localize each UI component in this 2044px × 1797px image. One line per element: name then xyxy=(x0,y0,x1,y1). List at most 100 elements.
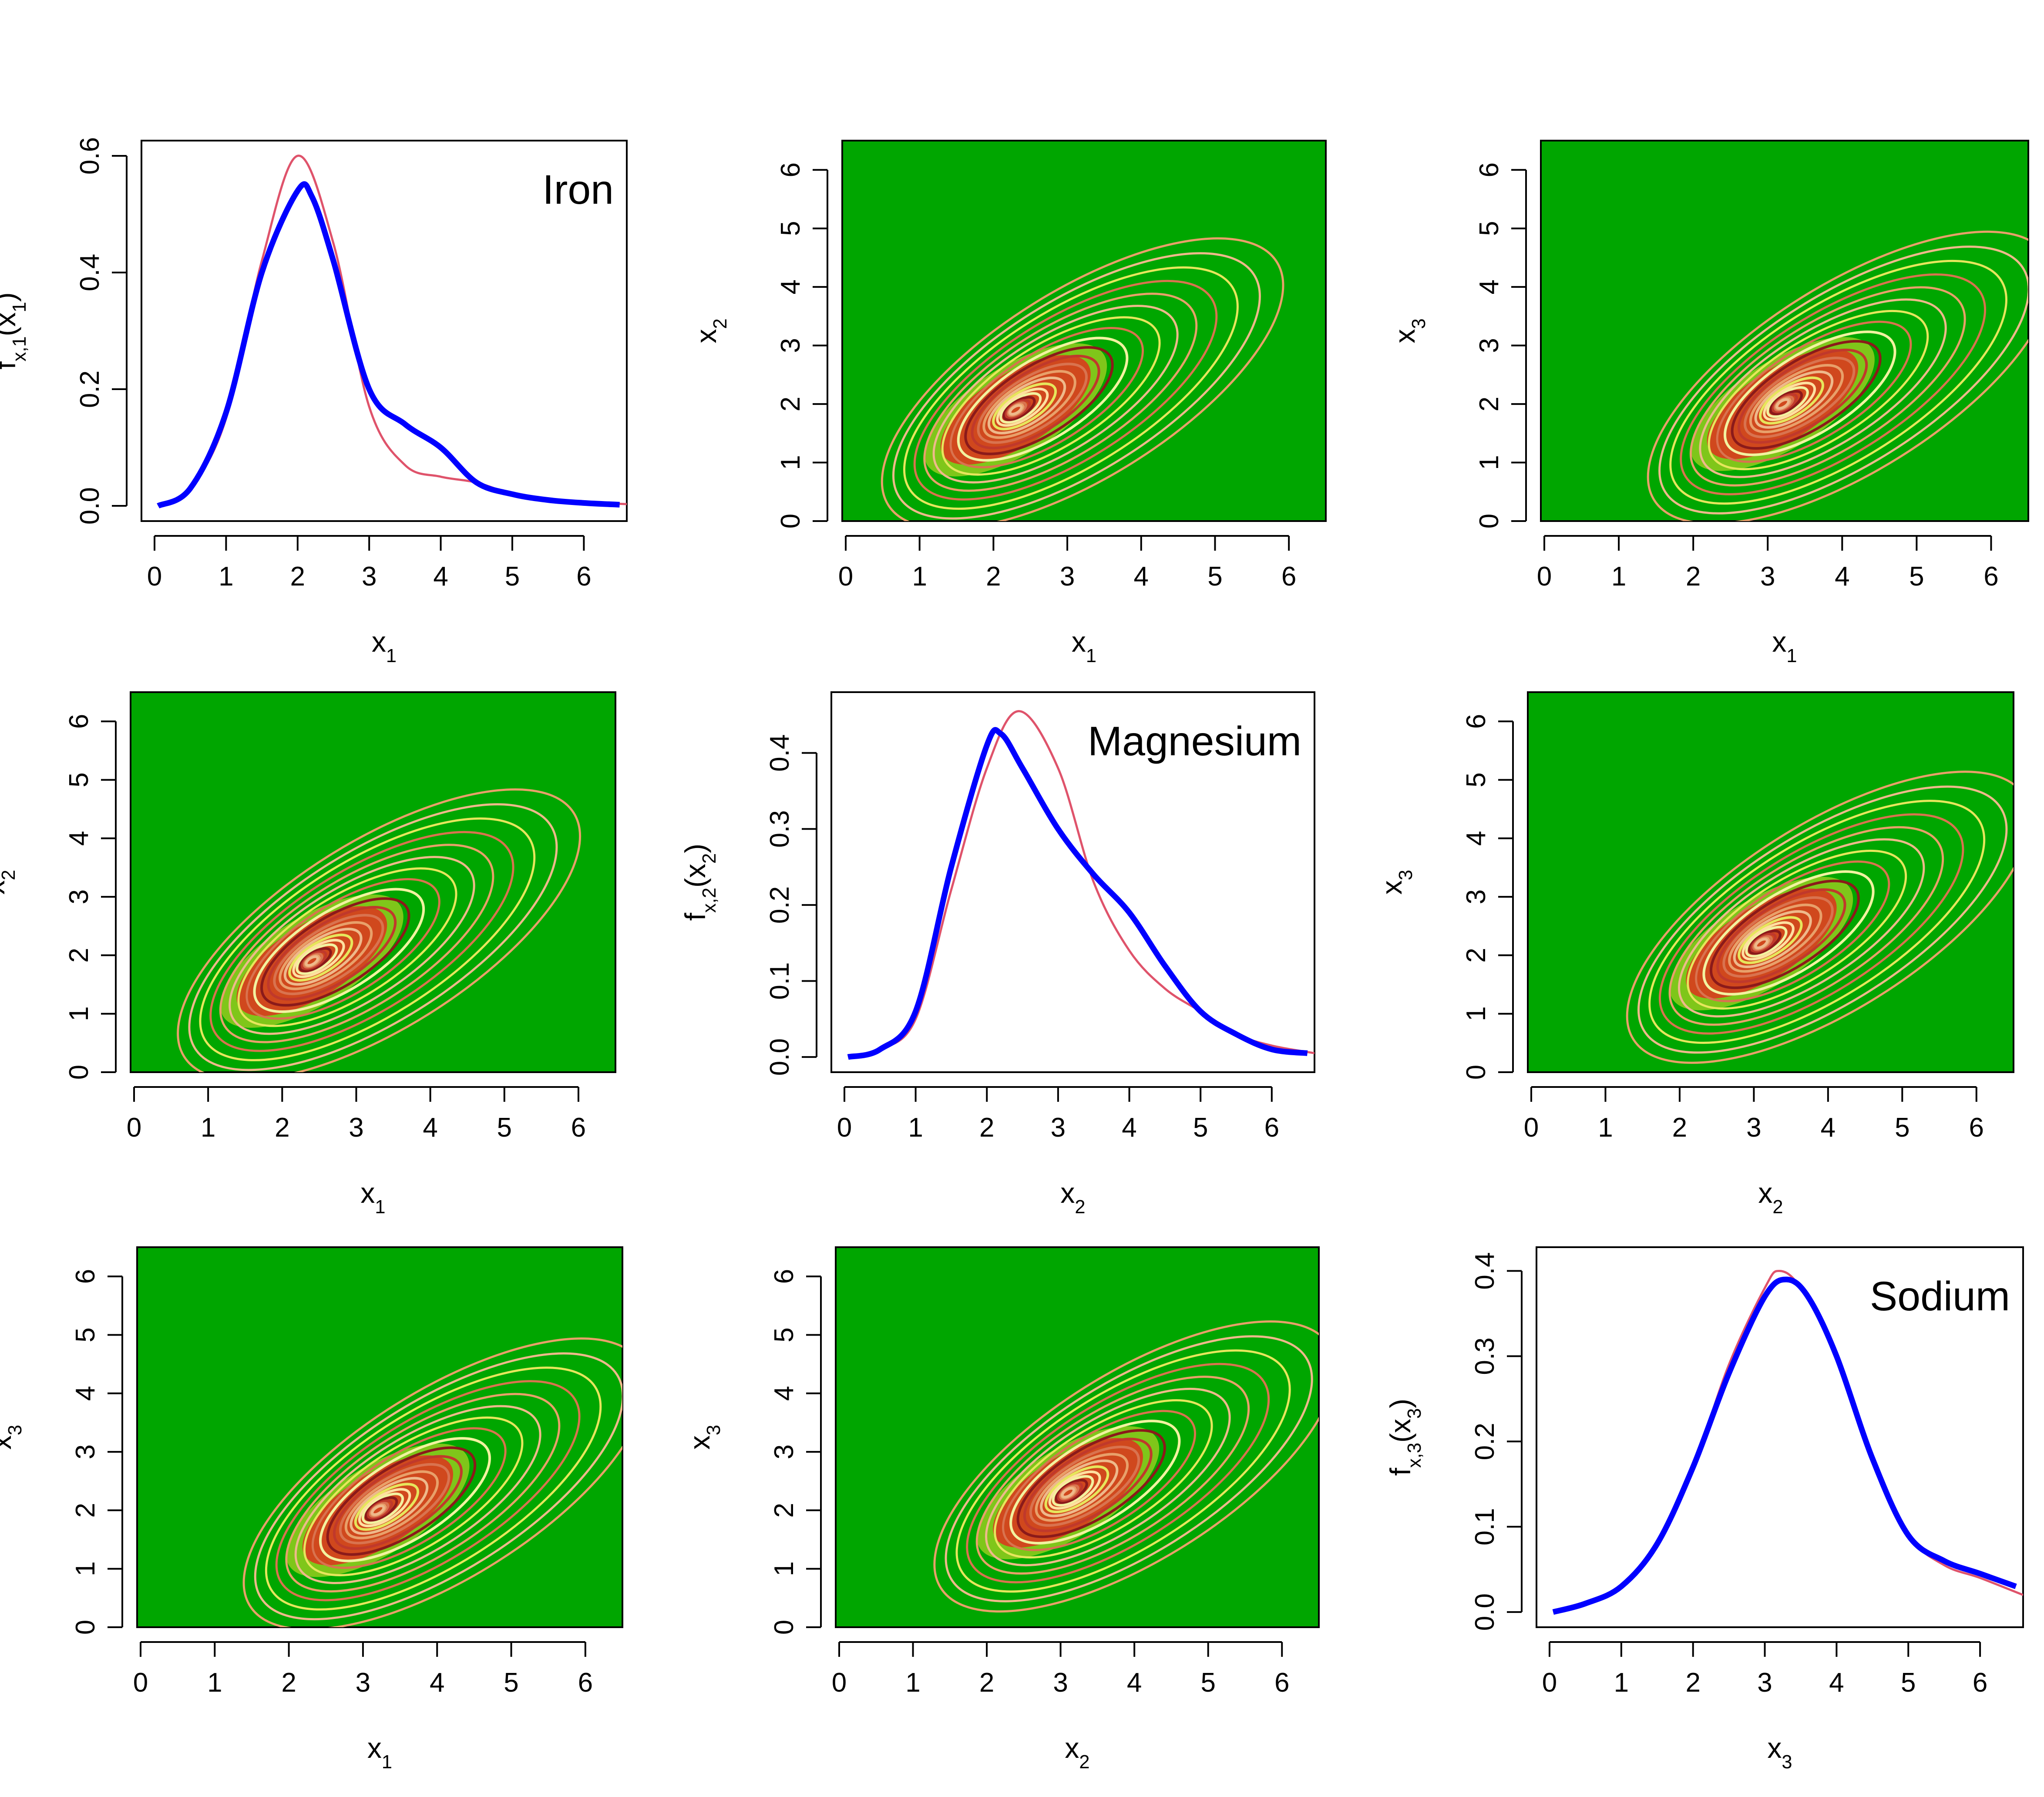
contour-line xyxy=(1733,910,1812,969)
contour-line xyxy=(1626,771,2014,1064)
density-core xyxy=(1686,888,1837,999)
density-core xyxy=(993,1438,1143,1548)
contour-line xyxy=(987,376,1066,434)
contour-line xyxy=(1702,870,1875,996)
x-tick-label: 6 xyxy=(1274,1668,1289,1698)
y-tick-label: 4 xyxy=(71,1386,101,1401)
y-tick-label: 6 xyxy=(64,714,94,729)
x-tick-label: 1 xyxy=(201,1113,215,1143)
contour-line xyxy=(1728,903,1822,973)
contour-line xyxy=(1044,1465,1109,1514)
contour-line xyxy=(1754,370,1834,429)
x-tick-label: 1 xyxy=(1614,1668,1629,1698)
x-tick-label: 6 xyxy=(1281,562,1296,592)
contour-line xyxy=(941,316,1161,476)
y-tick-label: 0.3 xyxy=(765,810,795,848)
y-tick-label: 3 xyxy=(71,1444,101,1459)
y-tick-label: 2 xyxy=(1474,397,1504,411)
y-axis-label: fx,3(x3) xyxy=(1384,1399,1425,1476)
panel-title: Sodium xyxy=(1870,1273,2010,1319)
contour-line xyxy=(1055,1479,1088,1504)
y-tick-label: 1 xyxy=(71,1561,101,1576)
y-tick-label: 3 xyxy=(769,1444,799,1459)
x-tick-label: 6 xyxy=(1264,1113,1279,1143)
x-axis-label: x1 xyxy=(372,626,397,666)
contour-line xyxy=(1016,1429,1166,1538)
contour-line xyxy=(892,252,1261,520)
contour-line xyxy=(339,1463,450,1545)
x-tick-label: 2 xyxy=(986,562,1001,592)
heatmap-background xyxy=(1527,691,2014,1073)
y-tick-label: 4 xyxy=(776,279,806,294)
y-tick-label: 5 xyxy=(71,1327,101,1342)
contour-line xyxy=(992,382,1057,431)
contour-line xyxy=(1678,838,1925,1018)
x-tick-label: 5 xyxy=(1901,1668,1916,1698)
contour-line xyxy=(275,1380,581,1602)
density-core xyxy=(236,906,387,1016)
contour-line xyxy=(1658,246,2028,515)
y-tick-label: 3 xyxy=(776,338,806,353)
x-tick-label: 1 xyxy=(1598,1113,1613,1143)
y-tick-label: 0.2 xyxy=(1470,1423,1500,1460)
y-tick-label: 1 xyxy=(769,1561,799,1576)
y-tick-label: 2 xyxy=(1461,948,1491,962)
x-tick-label: 5 xyxy=(504,1668,518,1698)
x-tick-label: 3 xyxy=(349,1113,363,1143)
contour-line xyxy=(1648,800,1986,1044)
x-tick-label: 3 xyxy=(1757,1668,1772,1698)
contour-line xyxy=(1731,340,1882,450)
x-tick-label: 1 xyxy=(219,562,233,592)
contour-line xyxy=(975,1376,1250,1575)
x-tick-label: 1 xyxy=(912,562,927,592)
contour-line xyxy=(273,914,384,996)
y-tick-label: 2 xyxy=(769,1503,799,1518)
x-tick-label: 0 xyxy=(832,1668,847,1698)
contour-lines xyxy=(1647,230,2028,521)
contour-line xyxy=(933,1320,1319,1613)
x-axis-label: x1 xyxy=(360,1177,385,1218)
contour-line xyxy=(966,1363,1270,1584)
contour-line xyxy=(1689,286,1966,487)
density-core xyxy=(1707,349,1859,459)
series-group xyxy=(157,155,627,509)
contour-line xyxy=(344,1470,439,1540)
contour-line xyxy=(219,844,494,1043)
y-tick-label: 4 xyxy=(1461,831,1491,846)
contour-line xyxy=(1658,813,1964,1035)
density-panel-row2-col2: Magnesium 0 1 2 3 4 5 6 0.0 0.1 0.2 0.3 0.4 x2 fx,2(x2… xyxy=(679,691,1315,1218)
x-tick-label: 5 xyxy=(1909,562,1924,592)
contour-line xyxy=(242,1337,622,1627)
y-tick-label: 2 xyxy=(71,1503,101,1518)
x-tick-label: 4 xyxy=(1829,1668,1844,1698)
density-panel-row3-col3: Sodium 0 1 2 3 4 5 6 0.0 0.1 0.2 0.3 0.4 x3 fx,3(x3) xyxy=(1384,1246,2024,1773)
density-core xyxy=(302,1455,454,1565)
contour-line xyxy=(1687,849,1907,1010)
contour-line xyxy=(949,327,1144,468)
contour-line xyxy=(1009,1420,1181,1545)
x-tick-label: 5 xyxy=(497,1113,512,1143)
y-axis-label: x3 xyxy=(683,1425,724,1450)
contour-line xyxy=(305,955,319,967)
x-tick-label: 6 xyxy=(571,1113,586,1143)
contour-line xyxy=(303,1416,524,1576)
contour-line xyxy=(1738,916,1803,964)
y-tick-label: 6 xyxy=(776,162,806,177)
y-tick-label: 0.4 xyxy=(765,734,795,772)
y-tick-label: 1 xyxy=(776,455,806,470)
y-tick-label: 0.0 xyxy=(765,1038,795,1076)
y-tick-label: 6 xyxy=(1474,162,1504,177)
contour-line xyxy=(371,1504,385,1516)
contour-line xyxy=(903,266,1239,510)
contour-line xyxy=(1754,938,1768,949)
x-tick-label: 2 xyxy=(979,1668,994,1698)
heatmap-background xyxy=(835,1246,1320,1628)
kde-density-line xyxy=(1552,1276,2017,1615)
contour-line xyxy=(1745,925,1788,958)
y-tick-label: 1 xyxy=(64,1006,94,1021)
contour-line xyxy=(1743,357,1856,438)
contour-line xyxy=(333,1455,463,1550)
x-tick-label: 0 xyxy=(1524,1113,1539,1143)
x-tick-label: 4 xyxy=(1127,1668,1142,1698)
